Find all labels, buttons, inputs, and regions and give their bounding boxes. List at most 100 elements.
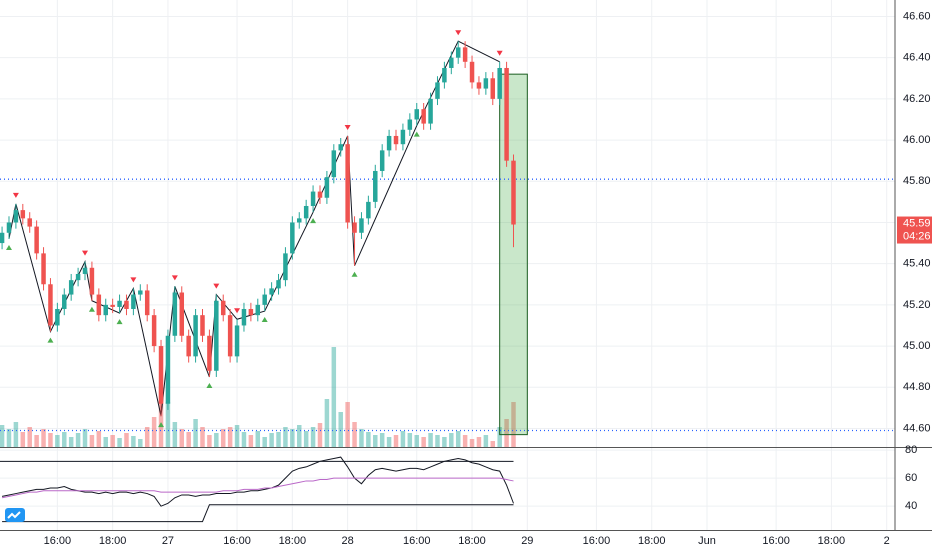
pivot-low-marker xyxy=(261,317,268,323)
volume-bar xyxy=(449,433,454,447)
candle-body xyxy=(110,304,115,307)
volume-bar xyxy=(207,435,212,447)
y-tick-label: 45.40 xyxy=(903,258,931,270)
y-tick-label: 45.00 xyxy=(903,340,931,352)
candle-body xyxy=(317,191,323,198)
candle-body xyxy=(193,315,198,357)
volume-bar xyxy=(262,437,267,447)
candle-body xyxy=(234,325,240,357)
volume-bar xyxy=(75,433,81,447)
candle-body xyxy=(34,226,39,254)
pivot-high-marker xyxy=(344,124,351,130)
volume-bar xyxy=(352,422,357,447)
pivot-low-marker xyxy=(88,306,95,312)
candle-body xyxy=(200,315,205,336)
candle-body xyxy=(165,335,171,404)
candle-body xyxy=(345,144,350,223)
y-tick-label: 44.60 xyxy=(903,422,931,434)
volume-bar xyxy=(283,427,288,447)
candle-body xyxy=(435,82,440,99)
y-tick-label: 44.80 xyxy=(903,381,931,393)
volume-bar xyxy=(462,435,468,447)
volume-bar xyxy=(400,431,406,447)
volume-bar xyxy=(103,437,108,447)
pivot-high-marker xyxy=(130,277,137,283)
volume-bar xyxy=(241,432,247,447)
candle-body xyxy=(214,300,219,371)
volume-bar xyxy=(483,435,489,447)
volume-bar xyxy=(297,425,302,447)
volume-bar xyxy=(117,438,122,447)
candle-body xyxy=(144,290,150,316)
x-tick-label: 16:00 xyxy=(223,535,251,547)
candle-body xyxy=(469,61,475,83)
candle-body xyxy=(55,308,60,326)
y-tick-label: 46.40 xyxy=(903,52,931,64)
volume-bar xyxy=(214,433,219,447)
x-tick-label: Jun xyxy=(698,535,716,547)
volume-bar xyxy=(476,437,482,447)
y-tick-label: 46.60 xyxy=(903,10,931,22)
candle-body xyxy=(207,335,212,371)
candle-body xyxy=(262,294,267,305)
candle-body xyxy=(400,129,406,145)
volume-bar xyxy=(186,432,191,447)
candle-body xyxy=(421,109,426,124)
volume-bar xyxy=(151,417,157,447)
volume-bar xyxy=(41,429,46,447)
candle-body xyxy=(338,144,343,151)
candle-body xyxy=(62,294,67,309)
volume-bar xyxy=(144,427,150,447)
candle-body xyxy=(158,346,164,404)
grid xyxy=(0,0,895,530)
volume-bar xyxy=(386,437,392,447)
volume-bar xyxy=(131,436,136,447)
last-price-box xyxy=(897,216,932,244)
pivot-low-marker xyxy=(158,422,165,428)
volume-bar xyxy=(366,432,371,447)
candle-body xyxy=(255,304,261,316)
candle-body xyxy=(96,294,102,316)
candle-body xyxy=(172,292,178,336)
volume-bar xyxy=(455,431,461,447)
candle-body xyxy=(331,150,337,178)
volume-bar xyxy=(193,419,198,447)
candle-body xyxy=(393,135,399,145)
candle-body xyxy=(68,280,74,295)
volume-bar xyxy=(82,429,88,447)
candle-body xyxy=(89,267,95,295)
candle-body xyxy=(283,253,288,281)
volume-bar xyxy=(34,435,39,447)
volume-bar xyxy=(124,433,129,447)
candle-body xyxy=(497,67,502,99)
y-tick-label: 46.20 xyxy=(903,93,931,105)
pivot-low-marker xyxy=(413,131,420,137)
y-tick-label: 45.20 xyxy=(903,299,931,311)
volume-bar xyxy=(248,435,254,447)
x-tick-label: 18:00 xyxy=(99,535,127,547)
volume-bar xyxy=(504,419,509,447)
volume-bar xyxy=(414,435,419,447)
volume-bar xyxy=(407,433,413,447)
pivot-low-marker xyxy=(116,319,123,325)
y-tick-label: 46.00 xyxy=(903,134,931,146)
candle-body xyxy=(124,300,129,309)
volume-bar xyxy=(324,399,330,447)
candle-body xyxy=(179,292,185,336)
candle-body xyxy=(220,300,226,316)
candle-body xyxy=(41,253,46,285)
volume-bar xyxy=(234,425,240,447)
volume-bar xyxy=(227,427,233,447)
pivot-high-marker xyxy=(455,30,462,36)
volume-bar xyxy=(68,437,74,447)
volume-bar xyxy=(303,431,309,447)
x-tick-label: 2 xyxy=(884,535,890,547)
candle-body xyxy=(297,218,302,223)
candle-body xyxy=(303,205,309,219)
volume-bar xyxy=(373,435,378,447)
pivot-low-marker xyxy=(310,218,317,224)
volume-bar xyxy=(110,435,115,447)
volume-bar xyxy=(331,347,337,447)
